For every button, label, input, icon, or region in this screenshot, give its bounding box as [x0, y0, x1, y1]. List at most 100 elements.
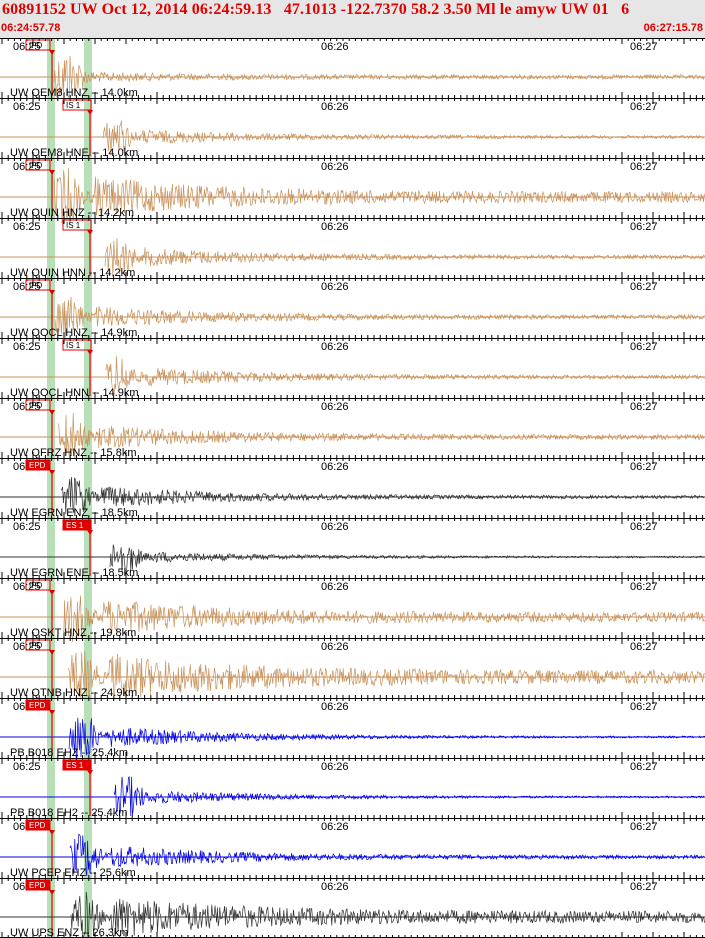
- time-tick-label: 06:25: [13, 221, 41, 233]
- time-tick-label: 06:27: [630, 281, 658, 293]
- waveform: [67, 650, 705, 700]
- pick-marker-icon: [87, 770, 93, 775]
- pick-time-bands: [47, 38, 92, 938]
- waveform: [102, 120, 705, 155]
- time-tick-label: 06:27: [630, 821, 658, 833]
- station-label: UW EGRN ENE -- 18.5km: [10, 567, 138, 579]
- pick-label: IPD: [29, 641, 43, 650]
- time-tick-label: 06:27: [630, 461, 658, 473]
- pick-label-box[interactable]: [62, 339, 92, 351]
- pick-label-box[interactable]: [25, 819, 51, 831]
- trace-row[interactable]: 06:25 06:26 06:27 IS 1 UW QEM8 HNE -- 14.0km: [0, 98, 705, 159]
- time-tick-label: 06:27: [630, 341, 658, 353]
- time-tick-label: 06:26: [321, 401, 349, 413]
- trace-row[interactable]: 06:25 06:26 06:27 ES 1 UW EGRN ENE -- 18.5km: [0, 518, 705, 579]
- pick-label-box[interactable]: [62, 759, 92, 771]
- pick-label-box[interactable]: [62, 219, 92, 231]
- pick-label-box[interactable]: [25, 639, 51, 651]
- waveform: [57, 412, 705, 459]
- pick-label: IPD: [29, 581, 43, 590]
- time-tick-label: 06:26: [321, 461, 349, 473]
- time-tick-label: 06:25: [13, 341, 41, 353]
- station-label: UW QSKT HNZ -- 19.8km: [10, 627, 136, 639]
- station-label: PB B018 EH2 -- 25.4km: [10, 807, 127, 819]
- waveform: [62, 595, 705, 642]
- pick-marker-icon: [87, 230, 93, 235]
- time-tick-label: 06:26: [321, 581, 349, 593]
- time-tick-label: 06:27: [630, 581, 658, 593]
- trace-row[interactable]: 06:25 06:26 06:27 IS 1 UW QUIN HNN -- 14.2km: [0, 218, 705, 279]
- pick-label: ES 1: [66, 761, 84, 770]
- time-tick-label: 06:26: [321, 101, 349, 113]
- pick-label: EPD: [29, 461, 46, 470]
- pick-label: IPD: [29, 161, 43, 170]
- time-tick-label: 06:26: [321, 641, 349, 653]
- time-tick-label: 06:27: [630, 101, 658, 113]
- waveform: [105, 356, 705, 396]
- pick-label-box[interactable]: [25, 699, 51, 711]
- time-tick-label: 06:26: [321, 281, 349, 293]
- s-arrival-band: [84, 38, 92, 938]
- station-label: UW QUIN HNZ -- 14.2km: [10, 207, 134, 219]
- pick-marker-icon: [49, 470, 55, 475]
- pick-label: IS 1: [66, 221, 81, 230]
- pick-label: EPD: [29, 881, 46, 890]
- station-label: UW QTNB HNZ -- 24.9km: [10, 687, 137, 699]
- p-arrival-band: [47, 38, 55, 938]
- time-tick-label: 06:27: [630, 641, 658, 653]
- pick-label-box[interactable]: [25, 879, 51, 891]
- pick-marker-icon: [49, 290, 55, 295]
- time-tick-label: 06:27: [630, 401, 658, 413]
- waveform: [70, 891, 705, 938]
- event-title: 60891152 UW Oct 12, 2014 06:24:59.13 47.…: [2, 1, 630, 18]
- pick-label: IPD: [29, 41, 43, 50]
- time-tick-label: 06:26: [321, 521, 349, 533]
- pick-label-box[interactable]: [25, 459, 51, 471]
- time-tick-label: 06:26: [321, 881, 349, 893]
- pick-label-box[interactable]: [25, 39, 51, 51]
- pick-marker-icon: [49, 410, 55, 415]
- pick-label-box[interactable]: [62, 519, 92, 531]
- trace-row[interactable]: 06:25 06:26 06:27 IS 1 UW QOCL HNN -- 14.9km: [0, 338, 705, 399]
- pick-marker-icon: [49, 710, 55, 715]
- time-tick-label: 06:26: [321, 701, 349, 713]
- waveform: [109, 544, 705, 577]
- time-tick-label: 06:27: [630, 221, 658, 233]
- pick-marker-icon: [49, 50, 55, 55]
- time-tick-label: 06:26: [321, 221, 349, 233]
- time-tick-label: 06:27: [630, 701, 658, 713]
- pick-label: ES 1: [66, 521, 84, 530]
- pick-marker-icon: [49, 170, 55, 175]
- time-tick-label: 06:27: [630, 161, 658, 173]
- time-tick-label: 06:27: [630, 41, 658, 53]
- pick-label-box[interactable]: [25, 159, 51, 171]
- station-label: UW QOCL HNZ -- 14.9km: [10, 327, 137, 339]
- trace-row[interactable]: 06:25 06:26 06:27 ES 1 PB B018 EH2 -- 25.4km: [0, 758, 705, 819]
- station-label: UW PCEP EHZ -- 25.6km: [10, 867, 136, 879]
- time-tick-label: 06:26: [321, 761, 349, 773]
- pick-label: EPD: [29, 821, 46, 830]
- station-label: PB B018 EHZ -- 25.4km: [10, 747, 128, 759]
- time-tick-label: 06:25: [13, 521, 41, 533]
- pick-label: IPD: [29, 401, 43, 410]
- pick-marker-icon: [87, 350, 93, 355]
- time-tick-label: 06:27: [630, 881, 658, 893]
- pick-label-box[interactable]: [62, 99, 92, 111]
- pick-label-box[interactable]: [25, 279, 51, 291]
- pick-label-box[interactable]: [25, 399, 51, 411]
- window-start-time: 06:24:57.78: [1, 22, 61, 34]
- pick-label-box[interactable]: [25, 579, 51, 591]
- time-tick-label: 06:26: [321, 41, 349, 53]
